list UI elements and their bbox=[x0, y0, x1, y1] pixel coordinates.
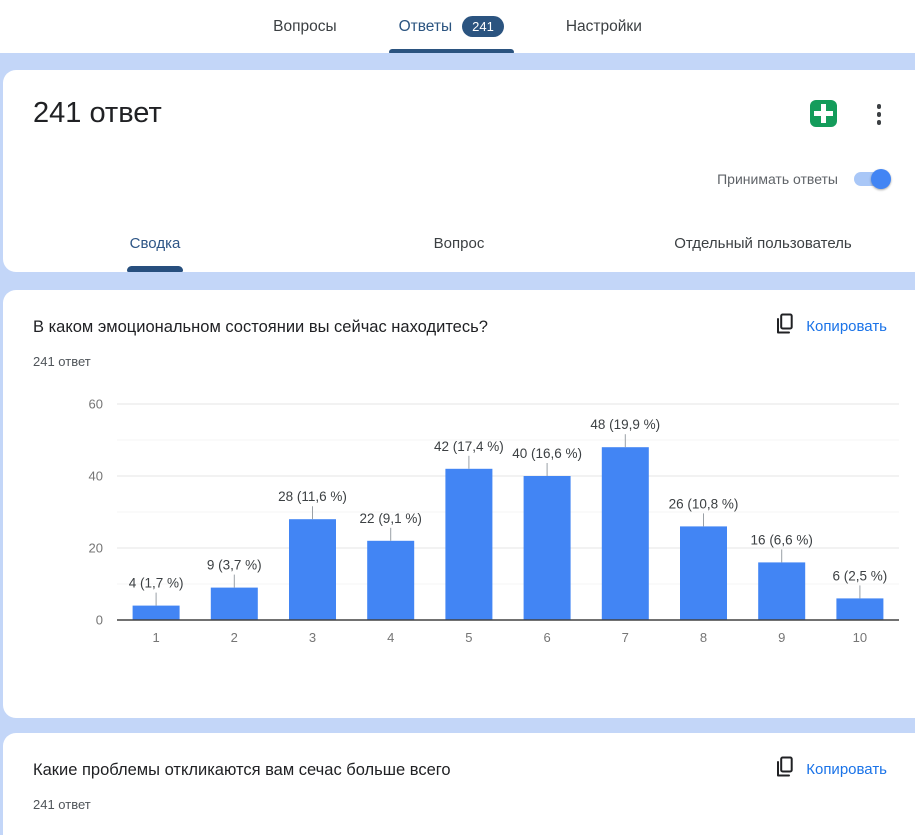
copy-icon bbox=[774, 756, 793, 782]
question-card-2: Какие проблемы откликаются вам сечас бол… bbox=[3, 733, 915, 835]
bar bbox=[523, 476, 571, 620]
x-axis-tick-label: 4 bbox=[387, 630, 394, 645]
tab-question-label: Вопрос bbox=[433, 234, 485, 252]
accepting-responses-toggle[interactable] bbox=[854, 169, 891, 189]
tab-summary[interactable]: Сводка bbox=[3, 214, 307, 272]
copy-chart-button-2[interactable]: Копировать bbox=[770, 756, 891, 782]
more-options-button[interactable] bbox=[867, 102, 891, 128]
active-tab-indicator bbox=[388, 49, 514, 53]
responses-summary-card: 241 ответ bbox=[3, 70, 915, 272]
tab-questions[interactable]: Вопросы bbox=[269, 0, 340, 53]
active-view-indicator bbox=[127, 266, 183, 272]
tab-settings[interactable]: Настройки bbox=[562, 0, 646, 53]
tab-responses[interactable]: Ответы 241 bbox=[388, 0, 514, 53]
bar bbox=[445, 468, 493, 620]
toggle-knob bbox=[871, 169, 891, 189]
top-navigation-bar: Вопросы Ответы 241 Настройки bbox=[0, 0, 915, 53]
bar-value-label: 42 (17,4 %) bbox=[434, 439, 504, 454]
bar-value-label: 6 (2,5 %) bbox=[833, 568, 888, 583]
tab-question[interactable]: Вопрос bbox=[307, 214, 611, 272]
bar-value-label: 16 (6,6 %) bbox=[751, 532, 813, 547]
y-axis-tick-label: 40 bbox=[89, 469, 103, 484]
bar-value-label: 48 (19,9 %) bbox=[590, 417, 660, 432]
question-card-1: В каком эмоциональном состоянии вы сейча… bbox=[3, 290, 915, 718]
bar-value-label: 4 (1,7 %) bbox=[129, 576, 184, 591]
x-axis-tick-label: 2 bbox=[231, 630, 238, 645]
bar bbox=[601, 447, 649, 620]
x-axis-tick-label: 5 bbox=[465, 630, 472, 645]
bar-value-label: 40 (16,6 %) bbox=[512, 446, 582, 461]
y-axis-tick-label: 0 bbox=[96, 613, 103, 628]
accepting-responses-label: Принимать ответы bbox=[717, 171, 838, 187]
bar-value-label: 9 (3,7 %) bbox=[207, 558, 262, 573]
copy-label: Копировать bbox=[806, 317, 887, 335]
question-2-response-count: 241 ответ bbox=[33, 797, 91, 812]
bar-chart: 0 20 40 60 4 (1,7 %) 1 9 (3,7 %) 2 28 (11,6 %) 3 2… bbox=[89, 397, 899, 645]
bar bbox=[758, 562, 806, 620]
x-axis-tick-label: 8 bbox=[700, 630, 707, 645]
x-axis-tick-label: 10 bbox=[853, 630, 867, 645]
y-axis-tick-label: 60 bbox=[89, 397, 103, 412]
chart-container: 0 20 40 60 4 (1,7 %) 1 9 (3,7 %) 2 28 (11,6 %) 3 2… bbox=[3, 393, 915, 663]
copy-label: Копировать bbox=[806, 760, 887, 778]
tab-responses-label: Ответы bbox=[398, 17, 453, 35]
question-2-title: Какие проблемы откликаются вам сечас бол… bbox=[33, 761, 451, 779]
bar bbox=[680, 526, 727, 620]
tab-summary-label: Сводка bbox=[129, 234, 181, 252]
bar bbox=[210, 587, 258, 620]
summary-view-tabs: Сводка Вопрос Отдельный пользователь bbox=[3, 214, 915, 272]
responses-count-badge: 241 bbox=[462, 16, 504, 37]
kebab-menu-icon bbox=[876, 104, 882, 125]
copy-chart-button-1[interactable]: Копировать bbox=[770, 313, 891, 339]
x-axis-tick-label: 1 bbox=[152, 630, 159, 645]
x-axis-tick-label: 9 bbox=[778, 630, 785, 645]
sheets-icon bbox=[810, 99, 837, 130]
bar bbox=[367, 540, 415, 620]
y-axis-tick-label: 20 bbox=[89, 541, 103, 556]
view-in-sheets-button[interactable] bbox=[810, 99, 837, 130]
tab-questions-label: Вопросы bbox=[273, 17, 337, 35]
question-1-response-count: 241 ответ bbox=[33, 354, 91, 369]
question-1-title: В каком эмоциональном состоянии вы сейча… bbox=[33, 318, 488, 336]
x-axis-tick-label: 7 bbox=[622, 630, 629, 645]
bar bbox=[132, 605, 180, 620]
bar-value-label: 26 (10,8 %) bbox=[669, 496, 739, 511]
x-axis-tick-label: 6 bbox=[543, 630, 550, 645]
tab-settings-label: Настройки bbox=[565, 17, 642, 35]
tab-individual[interactable]: Отдельный пользователь bbox=[611, 214, 915, 272]
bar bbox=[289, 519, 336, 620]
responses-page: 241 ответ bbox=[0, 53, 915, 835]
x-axis-tick-label: 3 bbox=[309, 630, 316, 645]
bar-value-label: 22 (9,1 %) bbox=[360, 511, 422, 526]
tab-individual-label: Отдельный пользователь bbox=[674, 234, 852, 252]
responses-count-title: 241 ответ bbox=[33, 97, 162, 129]
bar bbox=[836, 598, 884, 620]
bar-value-label: 28 (11,6 %) bbox=[278, 489, 347, 504]
form-main-tabs: Вопросы Ответы 241 Настройки bbox=[269, 0, 646, 53]
copy-icon bbox=[774, 313, 793, 339]
